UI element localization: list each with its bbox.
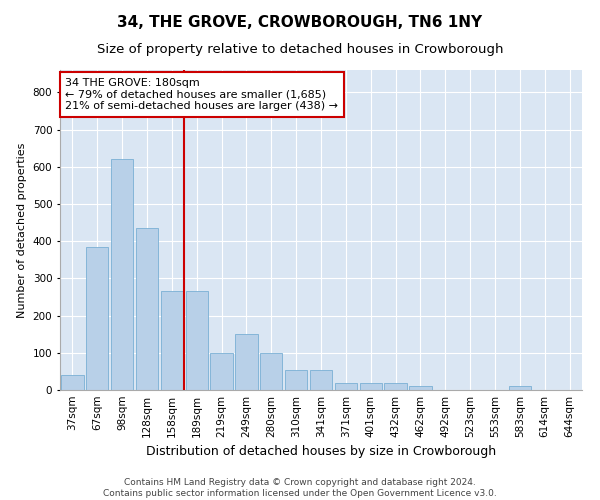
Bar bbox=[161, 292, 183, 390]
Bar bbox=[335, 382, 357, 390]
Bar bbox=[185, 292, 208, 390]
Bar bbox=[61, 375, 83, 390]
Bar bbox=[211, 353, 233, 390]
Bar bbox=[285, 370, 307, 390]
Bar bbox=[235, 334, 257, 390]
Bar bbox=[136, 228, 158, 390]
Bar bbox=[509, 386, 531, 390]
Text: 34, THE GROVE, CROWBOROUGH, TN6 1NY: 34, THE GROVE, CROWBOROUGH, TN6 1NY bbox=[118, 15, 482, 30]
Bar bbox=[385, 382, 407, 390]
Text: Contains HM Land Registry data © Crown copyright and database right 2024.
Contai: Contains HM Land Registry data © Crown c… bbox=[103, 478, 497, 498]
Bar bbox=[359, 382, 382, 390]
Bar bbox=[86, 246, 109, 390]
X-axis label: Distribution of detached houses by size in Crowborough: Distribution of detached houses by size … bbox=[146, 446, 496, 458]
Text: Size of property relative to detached houses in Crowborough: Size of property relative to detached ho… bbox=[97, 42, 503, 56]
Text: 34 THE GROVE: 180sqm
← 79% of detached houses are smaller (1,685)
21% of semi-de: 34 THE GROVE: 180sqm ← 79% of detached h… bbox=[65, 78, 338, 111]
Y-axis label: Number of detached properties: Number of detached properties bbox=[17, 142, 27, 318]
Bar bbox=[260, 353, 283, 390]
Bar bbox=[310, 370, 332, 390]
Bar bbox=[111, 160, 133, 390]
Bar bbox=[409, 386, 431, 390]
